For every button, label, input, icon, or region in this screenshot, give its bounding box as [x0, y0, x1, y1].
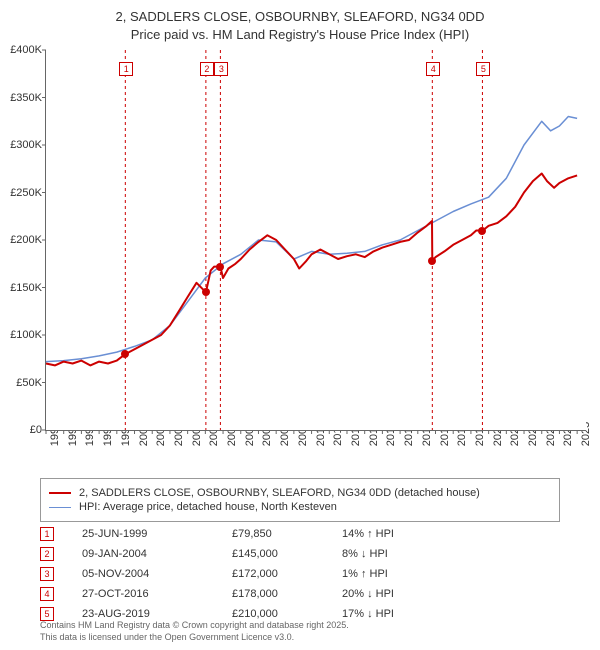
sales-row: 4 27-OCT-2016£178,00020% ↓ HPI [40, 584, 560, 604]
sale-date: 23-AUG-2019 [82, 608, 232, 620]
sale-date: 09-JAN-2004 [82, 548, 232, 560]
sales-row: 3 05-NOV-2004£172,0001% ↑ HPI [40, 564, 560, 584]
sales-row: 1 25-JUN-1999£79,85014% ↑ HPI [40, 524, 560, 544]
sale-date: 25-JUN-1999 [82, 528, 232, 540]
y-tick-label: £350K [10, 92, 42, 104]
title-line-1: 2, SADDLERS CLOSE, OSBOURNBY, SLEAFORD, … [10, 8, 590, 26]
sale-pct-vs-hpi: 8% ↓ HPI [342, 548, 492, 560]
legend-swatch [49, 492, 71, 494]
sale-marker: 4 [426, 62, 440, 76]
sale-index-box: 4 [40, 587, 54, 601]
sale-index-box: 1 [40, 527, 54, 541]
sale-pct-vs-hpi: 14% ↑ HPI [342, 528, 492, 540]
sale-price: £210,000 [232, 608, 342, 620]
y-tick-label: £150K [10, 282, 42, 294]
y-tick-label: £300K [10, 139, 42, 151]
y-tick-label: £250K [10, 187, 42, 199]
y-tick-label: £0 [30, 424, 42, 436]
legend-box: 2, SADDLERS CLOSE, OSBOURNBY, SLEAFORD, … [40, 478, 560, 522]
sale-dot [202, 288, 210, 296]
sale-pct-vs-hpi: 20% ↓ HPI [342, 588, 492, 600]
sale-marker: 3 [214, 62, 228, 76]
sale-date: 27-OCT-2016 [82, 588, 232, 600]
y-tick-label: £100K [10, 329, 42, 341]
legend-item: 2, SADDLERS CLOSE, OSBOURNBY, SLEAFORD, … [49, 487, 551, 499]
sale-index-box: 2 [40, 547, 54, 561]
sale-marker: 2 [200, 62, 214, 76]
legend-swatch [49, 507, 71, 508]
copyright-line-2: This data is licensed under the Open Gov… [40, 632, 349, 644]
sale-dot [428, 257, 436, 265]
copyright-text: Contains HM Land Registry data © Crown c… [40, 620, 349, 643]
sale-dot [121, 350, 129, 358]
y-tick-label: £400K [10, 44, 42, 56]
y-tick-label: £50K [16, 377, 42, 389]
title-line-2: Price paid vs. HM Land Registry's House … [10, 26, 590, 44]
sale-date: 05-NOV-2004 [82, 568, 232, 580]
legend-item: HPI: Average price, detached house, Nort… [49, 501, 551, 513]
sale-index-box: 5 [40, 607, 54, 621]
sale-dot [478, 227, 486, 235]
sale-index-box: 3 [40, 567, 54, 581]
sales-table: 1 25-JUN-1999£79,85014% ↑ HPI 2 09-JAN-2004… [40, 524, 560, 624]
sale-price: £178,000 [232, 588, 342, 600]
sale-pct-vs-hpi: 1% ↑ HPI [342, 568, 492, 580]
chart-title: 2, SADDLERS CLOSE, OSBOURNBY, SLEAFORD, … [0, 0, 600, 48]
sales-row: 2 09-JAN-2004£145,0008% ↓ HPI [40, 544, 560, 564]
legend-label: 2, SADDLERS CLOSE, OSBOURNBY, SLEAFORD, … [79, 487, 480, 499]
sale-marker: 5 [476, 62, 490, 76]
sale-pct-vs-hpi: 17% ↓ HPI [342, 608, 492, 620]
sale-price: £145,000 [232, 548, 342, 560]
sale-price: £79,850 [232, 528, 342, 540]
sale-dot [216, 263, 224, 271]
copyright-line-1: Contains HM Land Registry data © Crown c… [40, 620, 349, 632]
legend-label: HPI: Average price, detached house, Nort… [79, 501, 337, 513]
sale-marker: 1 [119, 62, 133, 76]
sale-price: £172,000 [232, 568, 342, 580]
chart-plot-area: 12345 [45, 50, 586, 431]
y-tick-label: £200K [10, 234, 42, 246]
